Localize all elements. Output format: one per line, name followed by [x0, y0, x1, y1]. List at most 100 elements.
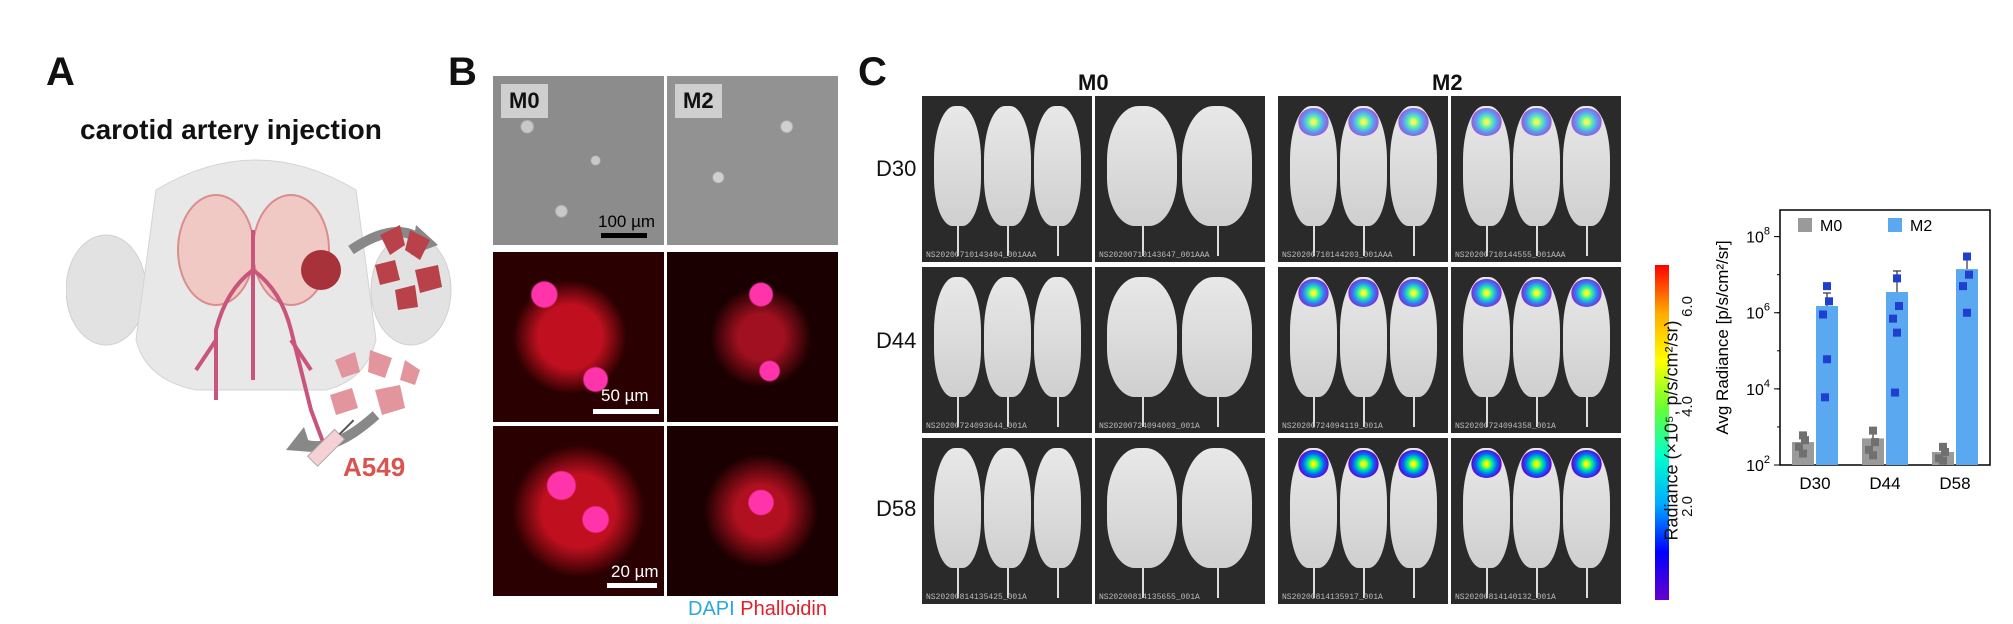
image-caption: NS20200814135425_001A	[926, 593, 1027, 602]
data-point	[1821, 393, 1829, 402]
bar-m2-d58	[1956, 269, 1978, 465]
panel-a-title: carotid artery injection	[80, 114, 382, 145]
row-label-d58: D58	[876, 496, 917, 521]
avg-radiance-chart: 102 104 106 108 Avg Radiance [p/s/cm²/sr] D30…	[1713, 209, 1991, 493]
bioluminescence-signal	[1521, 279, 1552, 307]
mouse-body	[934, 106, 981, 226]
data-point	[1799, 431, 1807, 440]
mouse-tail	[1363, 226, 1366, 256]
mouse-image: NS20200724094358_001A	[1451, 267, 1621, 433]
mouse-tail	[1313, 397, 1316, 427]
mouse-tail	[1142, 568, 1144, 598]
bioluminescence-signal	[1398, 450, 1429, 478]
bioluminescence-signal	[1471, 108, 1502, 136]
mouse-tail	[1007, 397, 1010, 427]
bioluminescence-signal	[1571, 450, 1602, 478]
mouse-tail	[1142, 397, 1144, 427]
mouse-image: NS20200724094119_001A	[1278, 267, 1448, 433]
mouse-tail	[957, 568, 960, 598]
colorbar-tick-4: 4.0	[1678, 396, 1696, 417]
mouse-tail	[1363, 568, 1366, 598]
data-point	[1959, 282, 1967, 291]
mouse-body	[1182, 277, 1252, 397]
mouse-tail	[1486, 397, 1489, 427]
mouse-body	[1034, 448, 1081, 568]
bar-m2-d44	[1886, 292, 1908, 465]
mouse-image: NS20200724094003_001A	[1095, 267, 1265, 433]
data-point	[1823, 282, 1831, 291]
panel-a-label: A	[46, 50, 75, 94]
legend-swatch-m2	[1888, 218, 1902, 232]
image-caption: NS20200724093644_001A	[926, 422, 1027, 431]
cancer-cells-top	[375, 225, 442, 310]
data-point	[1869, 426, 1877, 435]
legend-label-m0: M0	[1820, 218, 1842, 235]
bioluminescence-signal	[1298, 108, 1329, 136]
mouse-image: NS20200814135425_001A	[922, 438, 1092, 604]
mouse-image: NS20200814135655_001A	[1095, 438, 1265, 604]
bioluminescence-signal	[1298, 450, 1329, 478]
mouse-image: NS20200814135917_001A	[1278, 438, 1448, 604]
b-m0-label: M0	[501, 84, 548, 118]
mouse-body	[934, 277, 981, 397]
colorbar-title: Radiance (×10⁵, p/s/cm²/sr)	[1661, 320, 1682, 541]
bioluminescence-signal	[1471, 279, 1502, 307]
mouse-tail	[957, 226, 960, 256]
legend-label-m2: M2	[1910, 218, 1932, 235]
scale-text-100um: 100 µm	[598, 212, 656, 231]
mouse-body	[1107, 106, 1177, 226]
y-axis-label: Avg Radiance [p/s/cm²/sr]	[1713, 240, 1732, 434]
x-tick-label: D44	[1869, 474, 1900, 493]
data-point	[1799, 449, 1807, 458]
mouse-tail	[1586, 568, 1589, 598]
bioluminescence-signal	[1571, 108, 1602, 136]
mouse-body	[1034, 277, 1081, 397]
image-caption: NS20200710143647_001AAA	[1099, 251, 1210, 260]
mouse-tail	[1486, 568, 1489, 598]
data-point	[1963, 252, 1971, 261]
bioluminescence-signal	[1298, 279, 1329, 307]
image-caption: NS20200710144203_001AAA	[1282, 251, 1393, 260]
data-point	[1895, 302, 1903, 311]
mouse-tail	[1217, 568, 1219, 598]
m0-phase-image: M0 100 µm	[493, 76, 664, 245]
mouse-image: NS20200710144203_001AAA	[1278, 96, 1448, 262]
image-caption: NS20200814135655_001A	[1099, 593, 1200, 602]
data-point	[1939, 456, 1947, 465]
data-point	[1893, 328, 1901, 337]
image-caption: NS20200710144555_001AAA	[1455, 251, 1566, 260]
mouse-body	[934, 448, 981, 568]
colorbar-tick-2: 2.0	[1678, 496, 1696, 517]
mouse-body	[1182, 106, 1252, 226]
y-tick-label: 106	[1746, 302, 1770, 323]
panel-b-label: B	[448, 50, 477, 94]
bar-m2-d30	[1816, 306, 1838, 465]
data-point	[1889, 314, 1897, 323]
radiance-colorbar	[1655, 265, 1669, 600]
x-tick-label: D30	[1799, 474, 1830, 493]
y-tick-label: 102	[1746, 454, 1770, 475]
a549-label: A549	[343, 452, 406, 482]
data-point	[1965, 270, 1973, 279]
bioluminescence-signal	[1398, 279, 1429, 307]
image-caption: NS20200724094119_001A	[1282, 422, 1383, 431]
mouse-tail	[1007, 568, 1010, 598]
panel-c-label: C	[858, 50, 887, 94]
mouse-tail	[1413, 568, 1416, 598]
data-point	[1801, 436, 1809, 445]
scale-text-20um: 20 µm	[611, 562, 659, 581]
data-point	[1869, 451, 1877, 460]
x-tick-label: D58	[1939, 474, 1970, 493]
bioluminescence-signal	[1348, 450, 1379, 478]
stain-legend: DAPI Phalloidin	[688, 598, 827, 621]
cancer-cells-bottom	[330, 350, 420, 415]
bioluminescence-signal	[1571, 279, 1602, 307]
image-caption: NS20200814140132_001A	[1455, 593, 1556, 602]
mouse-image: NS20200710143647_001AAA	[1095, 96, 1265, 262]
mouse-tail	[1313, 568, 1316, 598]
image-caption: NS20200724094358_001A	[1455, 422, 1556, 431]
mouse-image: NS20200724093644_001A	[922, 267, 1092, 433]
m0-fluor-image-2: 20 µm	[493, 426, 664, 596]
mouse-tail	[1413, 397, 1416, 427]
mouse-tail	[1536, 568, 1539, 598]
